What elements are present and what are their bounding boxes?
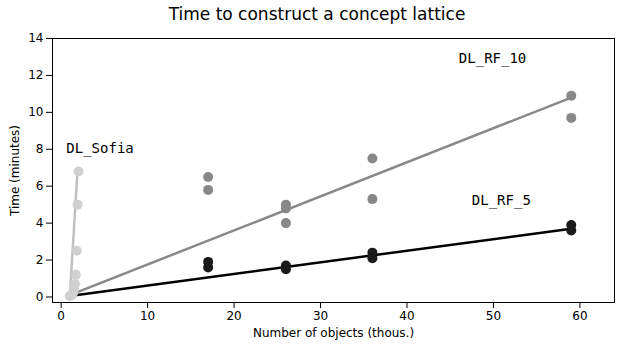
svg-text:4: 4 — [36, 216, 44, 230]
svg-text:2: 2 — [36, 253, 44, 267]
svg-text:Number of objects (thous.): Number of objects (thous.) — [253, 326, 414, 340]
svg-text:50: 50 — [486, 309, 501, 323]
svg-text:60: 60 — [572, 309, 587, 323]
svg-text:0: 0 — [57, 309, 65, 323]
svg-text:DL_Sofia: DL_Sofia — [66, 140, 133, 157]
svg-text:DL_RF_5: DL_RF_5 — [472, 192, 531, 209]
svg-text:10: 10 — [140, 309, 155, 323]
svg-text:0: 0 — [36, 290, 44, 304]
svg-text:40: 40 — [399, 309, 414, 323]
svg-text:6: 6 — [36, 179, 44, 193]
svg-text:30: 30 — [313, 309, 328, 323]
svg-text:DL_RF_10: DL_RF_10 — [459, 50, 526, 67]
svg-text:8: 8 — [36, 142, 44, 156]
svg-text:Time (minutes): Time (minutes) — [8, 125, 22, 217]
svg-text:10: 10 — [28, 105, 43, 119]
svg-text:14: 14 — [28, 31, 43, 45]
html-text:Time to construct a concept la: Time to construct a concept lattice — [168, 4, 466, 24]
svg-text:12: 12 — [28, 68, 43, 82]
svg-text:20: 20 — [226, 309, 241, 323]
